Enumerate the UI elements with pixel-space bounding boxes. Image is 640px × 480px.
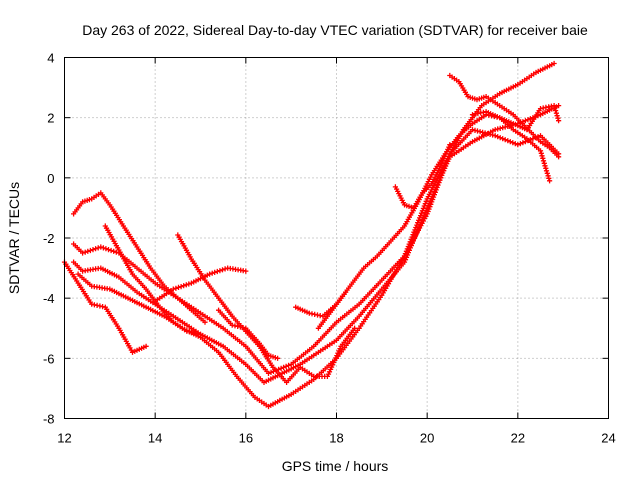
series-track-13 xyxy=(447,72,562,160)
series-track-12 xyxy=(392,142,453,211)
series-track-6 xyxy=(175,232,358,385)
x-tick-label: 16 xyxy=(239,431,253,446)
data-marks xyxy=(61,60,562,410)
y-tick-label: -6 xyxy=(43,351,55,366)
data-point-markers xyxy=(71,190,208,325)
x-tick-label: 18 xyxy=(329,431,343,446)
y-tick-label: -2 xyxy=(43,231,55,246)
data-point-markers xyxy=(175,232,358,385)
data-point-markers xyxy=(102,223,204,337)
x-tick-label: 12 xyxy=(57,431,71,446)
data-point-markers xyxy=(392,142,453,211)
series-track-9 xyxy=(216,307,281,361)
x-tick-label: 14 xyxy=(148,431,162,446)
y-tick-label: -8 xyxy=(43,412,55,427)
y-tick-label: 0 xyxy=(47,171,54,186)
y-axis-label: SDTVAR / TECUs xyxy=(6,182,22,294)
series-track-14 xyxy=(469,103,562,133)
data-point-markers xyxy=(447,72,562,160)
x-tick-label: 20 xyxy=(420,431,434,446)
series-track-8 xyxy=(102,223,204,337)
y-tick-label: 2 xyxy=(47,111,54,126)
y-tick-label: -4 xyxy=(43,291,55,306)
y-tick-label: 4 xyxy=(47,51,54,66)
x-tick-label: 22 xyxy=(511,431,525,446)
x-axis-label: GPS time / hours xyxy=(282,458,389,474)
data-point-markers xyxy=(216,307,281,361)
data-point-markers xyxy=(75,60,557,410)
series-track-5 xyxy=(71,190,208,325)
chart-title: Day 263 of 2022, Sidereal Day-to-day VTE… xyxy=(82,22,588,38)
series-track-3 xyxy=(75,60,557,410)
data-point-markers xyxy=(469,103,562,133)
data-point-markers xyxy=(315,289,349,331)
x-tick-label: 24 xyxy=(601,431,615,446)
series-track-11 xyxy=(315,289,349,331)
